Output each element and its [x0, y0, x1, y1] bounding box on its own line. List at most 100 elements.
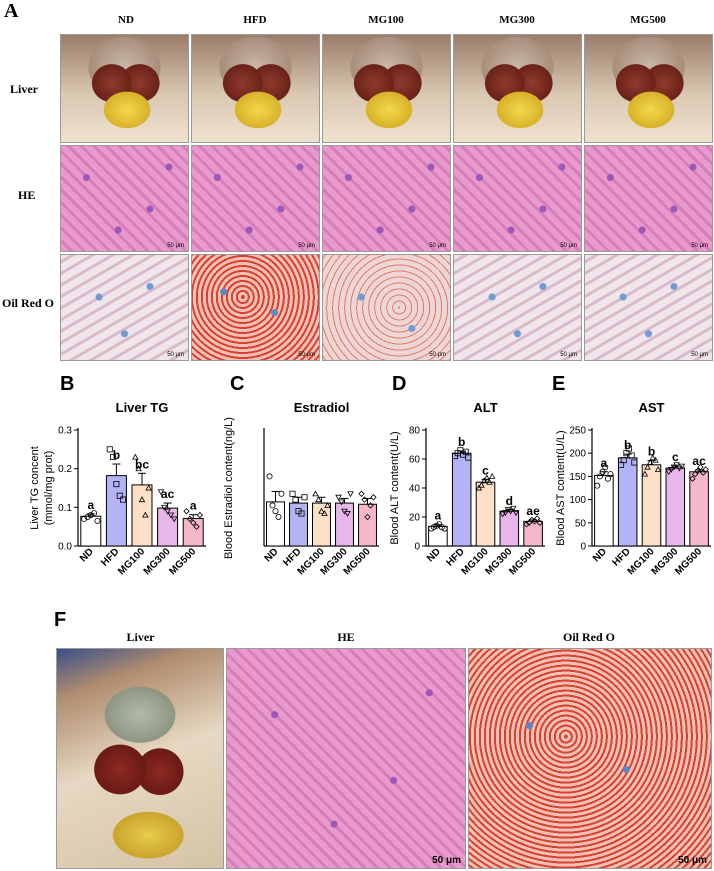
data-point	[536, 519, 543, 526]
data-point	[364, 513, 371, 521]
data-point	[106, 446, 113, 453]
liver-photo-nd	[60, 34, 189, 143]
data-point	[301, 494, 308, 501]
x-tick-label: ND	[263, 546, 281, 564]
data-point	[483, 474, 491, 481]
data-point	[652, 456, 659, 463]
data-point	[654, 466, 662, 472]
bar-mg500	[182, 518, 204, 547]
significance-letter: ae	[526, 504, 540, 518]
data-point	[196, 511, 204, 519]
data-point	[631, 459, 638, 466]
significance-letter: b	[113, 448, 120, 462]
bar-mg100	[312, 502, 331, 547]
data-point	[599, 468, 606, 475]
y-axis-label: Liver TG concent	[29, 446, 41, 530]
x-tick-label: MG300	[142, 546, 173, 577]
data-point	[183, 508, 190, 515]
panel-letter-b: B	[60, 373, 75, 395]
data-point	[641, 470, 649, 477]
scale-bar-label: 50 μm	[298, 352, 315, 358]
data-point	[113, 481, 120, 488]
y-tick-label: 0.3	[58, 426, 72, 437]
data-point	[499, 511, 506, 518]
significance-letter: d	[506, 494, 513, 508]
bar-mg100	[641, 464, 662, 547]
panel-f-he-stain: 50 μm	[226, 648, 466, 869]
significance-letter: b	[624, 438, 631, 452]
he-stain-mg300: 50 μm	[453, 145, 582, 252]
data-point	[523, 521, 530, 528]
bar-mg300	[665, 467, 686, 547]
row-label-oil-red-o: Oil Red O	[2, 296, 55, 310]
data-point	[649, 454, 657, 461]
data-point	[138, 496, 146, 503]
data-point	[132, 453, 139, 460]
significance-letter: a	[190, 499, 197, 513]
y-tick-label: 40	[409, 484, 421, 495]
scale-bar-label: 50 μm	[167, 352, 184, 358]
data-point	[602, 464, 609, 471]
data-point	[678, 463, 686, 470]
data-point	[292, 496, 299, 503]
data-point	[145, 484, 152, 491]
significance-letter: b	[648, 445, 655, 459]
y-tick-label: 0.1	[58, 503, 72, 514]
data-point	[120, 496, 127, 503]
data-point	[668, 466, 675, 473]
data-point	[358, 490, 365, 497]
data-point	[266, 473, 273, 480]
liver-photo-mg300	[453, 34, 582, 143]
data-point	[318, 507, 325, 514]
significance-letter: c	[482, 463, 489, 477]
data-point	[665, 469, 672, 476]
data-point	[142, 511, 149, 518]
liver-photo-hfd	[191, 34, 320, 143]
data-point	[361, 496, 368, 503]
column-label-mg100: MG100	[368, 14, 404, 26]
data-point	[157, 489, 165, 496]
data-point	[344, 511, 351, 517]
column-label-nd: ND	[118, 14, 134, 26]
data-point	[697, 463, 704, 471]
y-tick-label: 0	[580, 542, 586, 553]
scale-bar-label: 50 μm	[678, 855, 707, 866]
chart-ast: AST Blood AST content(U/L) 0 50 100 150 200 250…	[555, 400, 711, 577]
scale-bar-label: 50 μm	[691, 352, 708, 358]
data-point	[84, 514, 91, 521]
data-point	[607, 471, 614, 478]
data-point	[512, 510, 520, 517]
significance-letter: bc	[135, 457, 149, 471]
y-tick-label: 0.0	[58, 542, 72, 553]
data-point	[533, 515, 541, 522]
bar-hfd	[451, 452, 472, 547]
bar-mg500	[358, 503, 377, 547]
bar-nd	[428, 525, 448, 547]
row-label-he: HE	[18, 188, 36, 202]
scale-bar-label: 50 μm	[691, 243, 708, 249]
data-point	[298, 510, 305, 517]
data-point	[275, 514, 282, 521]
data-point	[596, 473, 603, 480]
significance-letter: a	[601, 456, 608, 470]
data-point	[646, 459, 654, 465]
chart-title: AST	[639, 400, 665, 415]
data-point	[691, 470, 699, 478]
significance-letter: ac	[692, 454, 706, 468]
y-tick-label: 0	[414, 542, 420, 553]
data-point	[87, 512, 94, 519]
data-point	[480, 477, 488, 484]
panel-letter-c: C	[230, 373, 245, 395]
data-point	[694, 467, 701, 474]
data-point	[312, 490, 319, 497]
bar-hfd	[289, 502, 308, 547]
oil-red-o-stain-mg500: 50 μm	[584, 254, 713, 361]
chart-title: Liver TG	[116, 400, 169, 415]
data-point	[269, 502, 276, 509]
data-point	[186, 515, 194, 523]
data-point	[486, 478, 493, 485]
liver-photo-mg500	[584, 34, 713, 143]
panel-f-liver-photo	[56, 648, 224, 869]
